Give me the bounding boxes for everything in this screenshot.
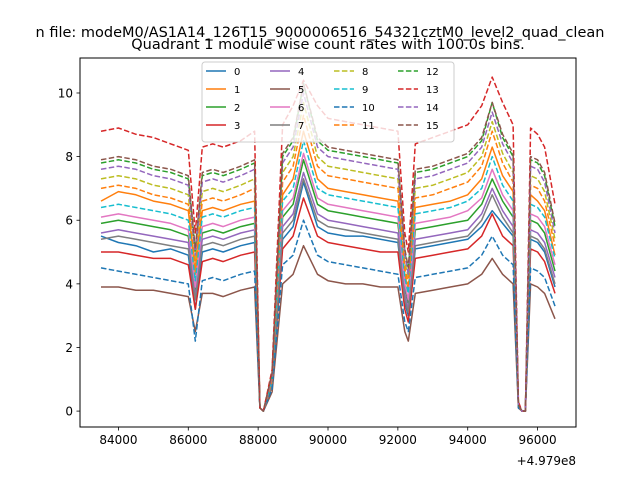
series-layer xyxy=(100,76,556,412)
legend-label-13: 13 xyxy=(426,85,439,96)
legend-label-12: 12 xyxy=(426,67,439,78)
x-tick-label: 94000 xyxy=(449,433,487,447)
y-tick-label: 6 xyxy=(65,214,73,228)
series-line-10 xyxy=(100,219,556,412)
x-tick-label: 96000 xyxy=(518,433,556,447)
x-tick-label: 90000 xyxy=(309,433,347,447)
legend-label-1: 1 xyxy=(234,85,240,96)
y-axis: 0 2 4 6 8 10 xyxy=(58,86,80,419)
y-tick-label: 0 xyxy=(65,405,73,419)
y-tick-label: 10 xyxy=(58,86,73,100)
legend-label-8: 8 xyxy=(362,67,368,78)
y-tick-label: 4 xyxy=(65,277,73,291)
x-tick-label: 86000 xyxy=(169,433,207,447)
figure-suptitle: n file: modeM0/AS1A14_126T15_9000006516_… xyxy=(36,25,605,41)
x-axis: 84000 86000 88000 90000 92000 94000 96000 xyxy=(99,427,557,447)
legend-label-5: 5 xyxy=(298,85,304,96)
legend-label-4: 4 xyxy=(298,67,304,78)
legend-label-10: 10 xyxy=(362,103,375,114)
legend-label-15: 15 xyxy=(426,121,439,132)
x-tick-label: 88000 xyxy=(239,433,277,447)
legend-box xyxy=(201,61,455,143)
legend-label-7: 7 xyxy=(298,121,304,132)
legend-label-0: 0 xyxy=(234,67,240,78)
legend-label-11: 11 xyxy=(362,121,375,132)
y-tick-label: 2 xyxy=(65,341,73,355)
legend-label-14: 14 xyxy=(426,103,439,114)
x-offset-label: +4.979e8 xyxy=(517,454,576,468)
legend-label-6: 6 xyxy=(298,103,304,114)
series-line-11 xyxy=(100,114,556,412)
x-tick-label: 84000 xyxy=(99,433,137,447)
legend-label-3: 3 xyxy=(234,121,240,132)
y-tick-label: 8 xyxy=(65,150,73,164)
series-line-15 xyxy=(100,82,556,412)
x-tick-label: 92000 xyxy=(379,433,417,447)
legend-label-2: 2 xyxy=(234,103,240,114)
legend-label-9: 9 xyxy=(362,85,368,96)
chart-title: Quadrant 1 module wise count rates with … xyxy=(131,37,525,53)
